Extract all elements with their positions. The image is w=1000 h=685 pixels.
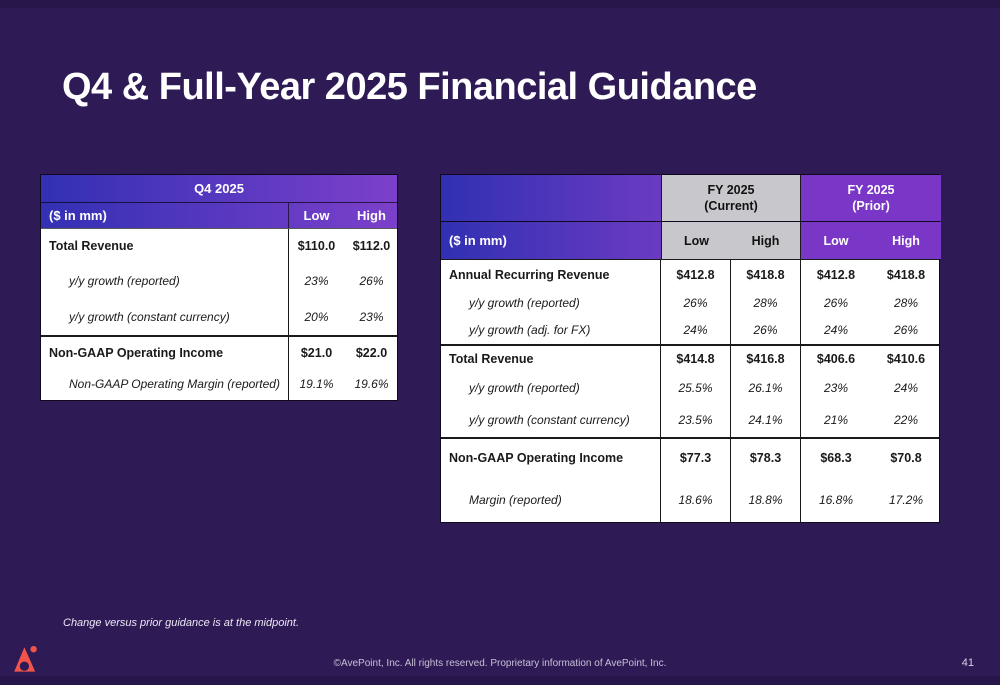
table-row: y/y growth (reported) 23% 26% [41,262,397,299]
value-current-low: 26% [661,290,731,316]
value-prior-low: 16.8% [818,492,854,507]
table-row: Margin (reported) 18.6% 18.8% 16.8% 17.2… [441,477,939,522]
value-prior-high: 17.2% [888,492,924,507]
table-body: Total Revenue $110.0 $112.0 y/y growth (… [41,228,397,400]
value-prior-high: $70.8 [890,451,922,465]
value-high: 19.6% [354,377,389,391]
row-label: y/y growth (constant currency) [41,299,289,335]
value-low: 23% [304,273,329,288]
row-label: y/y growth (reported) [41,262,289,299]
group-header-line1: FY 2025 [707,182,755,197]
row-label: Non-GAAP Operating Income [441,439,661,477]
row-label: Total Revenue [41,229,289,262]
value-low: $110.0 [297,238,336,253]
top-edge-strip [0,0,1000,8]
value-prior-low: $68.3 [820,451,852,465]
row-label: Total Revenue [441,346,661,372]
table-row: Non-GAAP Operating Margin (reported) 19.… [41,368,397,400]
group-header-row: FY 2025 (Current) FY 2025 (Prior) [441,175,941,221]
value-current-low: 24% [661,316,731,344]
value-current-high: 26.1% [731,372,801,403]
value-prior-high: $410.6 [886,352,926,366]
group-header-line2: (Prior) [852,199,890,213]
value-high: 23% [359,310,384,324]
row-label: Non-GAAP Operating Margin (reported) [41,368,289,400]
table-row: Total Revenue $414.8 $416.8 $406.6 $410.… [441,344,939,372]
bottom-edge-strip [0,676,1000,685]
row-label: Non-GAAP Operating Income [41,337,289,368]
group-header-spacer [441,175,661,221]
table-row: Non-GAAP Operating Income $21.0 $22.0 [41,335,397,368]
table-body: Annual Recurring Revenue $412.8 $418.8 $… [441,259,939,522]
page-title: Q4 & Full-Year 2025 Financial Guidance [62,66,757,108]
value-current-low: 23.5% [661,403,731,437]
q4-2025-guidance-table: Q4 2025 ($ in mm) Low High Total Revenue… [40,174,398,401]
table-row: Non-GAAP Operating Income $77.3 $78.3 $6… [441,437,939,477]
value-prior-high: 24% [893,380,919,395]
value-current-low: $77.3 [661,439,731,477]
avepoint-logo-icon [14,646,37,672]
copyright-text: ©AvePoint, Inc. All rights reserved. Pro… [333,658,667,669]
fy-2025-guidance-table: FY 2025 (Current) FY 2025 (Prior) ($ in … [440,174,941,523]
row-label: y/y growth (reported) [441,372,661,403]
row-label: Annual Recurring Revenue [441,260,661,290]
value-prior-low: 24% [823,323,849,337]
value-prior-low: 21% [823,413,849,427]
value-prior-high: 26% [893,323,919,337]
column-header-current-low: Low [661,222,731,259]
value-high: $112.0 [352,238,391,253]
table-row: y/y growth (adj. for FX) 24% 26% 24% 26% [441,316,939,344]
value-current-low: 25.5% [661,372,731,403]
value-current-high: $418.8 [731,260,801,290]
value-prior-low: $406.6 [816,352,856,366]
row-label: y/y growth (reported) [441,290,661,316]
column-header-current-high: High [731,222,801,259]
value-current-high: 28% [731,290,801,316]
group-header-prior: FY 2025 (Prior) [801,175,941,221]
value-prior-high: 22% [893,413,919,427]
column-header-prior-low: Low [801,222,871,259]
page-number: 41 [961,657,974,669]
value-current-high: 18.8% [731,477,801,522]
value-prior-high: $418.8 [886,268,926,282]
table-row: y/y growth (constant currency) 20% 23% [41,299,397,335]
value-current-high: 26% [731,316,801,344]
row-label: y/y growth (constant currency) [441,403,661,437]
table-row: Total Revenue $110.0 $112.0 [41,229,397,262]
value-low: $21.0 [300,345,333,360]
row-label: Margin (reported) [441,477,661,522]
value-current-low: $414.8 [661,346,731,372]
column-header-row: ($ in mm) Low High Low High [441,221,941,259]
table-title: Q4 2025 [41,175,397,202]
column-header-low: Low [303,208,330,223]
row-label: y/y growth (adj. for FX) [441,316,661,344]
value-prior-high: 28% [893,296,919,310]
group-header-line2: (Current) [704,199,758,213]
table-row: y/y growth (constant currency) 23.5% 24.… [441,403,939,437]
footnote: Change versus prior guidance is at the m… [63,617,300,629]
value-current-high: $78.3 [731,439,801,477]
value-low: 20% [304,310,329,324]
value-high: 26% [359,273,384,288]
value-prior-low: 26% [823,296,849,310]
value-current-high: 24.1% [731,403,801,437]
value-current-low: 18.6% [661,477,731,522]
unit-label: ($ in mm) [441,222,661,259]
group-header-current: FY 2025 (Current) [661,175,801,221]
table-row: y/y growth (reported) 25.5% 26.1% 23% 24… [441,372,939,403]
table-row: Annual Recurring Revenue $412.8 $418.8 $… [441,260,939,290]
column-header-row: ($ in mm) Low High [41,202,397,228]
column-header-high: High [357,208,386,223]
value-current-low: $412.8 [661,260,731,290]
value-low: 19.1% [299,377,334,391]
value-high: $22.0 [355,345,388,360]
value-current-high: $416.8 [731,346,801,372]
value-prior-low: $412.8 [816,268,856,282]
column-header-prior-high: High [871,222,941,259]
table-row: y/y growth (reported) 26% 28% 26% 28% [441,290,939,316]
unit-label: ($ in mm) [41,203,289,228]
value-prior-low: 23% [823,380,849,395]
group-header-line1: FY 2025 [847,182,895,197]
